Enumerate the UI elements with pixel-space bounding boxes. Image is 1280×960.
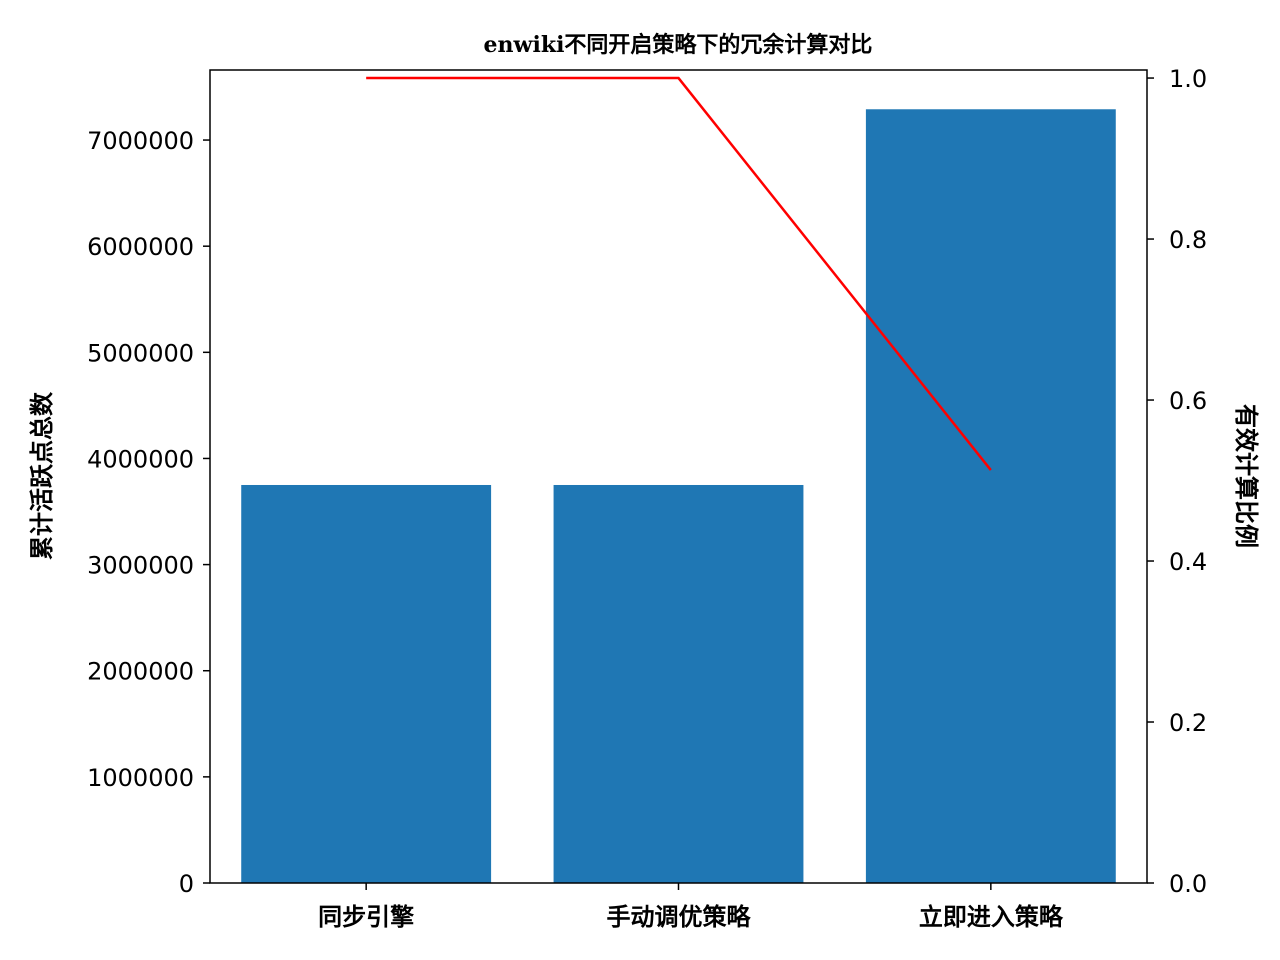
y-tick-label-left: 2000000: [87, 658, 194, 686]
bar-2: [553, 484, 804, 883]
x-tick-label: 同步引擎: [318, 902, 414, 931]
y-axis-label-right: 有效计算比例: [1232, 404, 1261, 548]
y-tick-label-left: 4000000: [87, 445, 194, 473]
y-tick-label-right: 0.6: [1169, 387, 1207, 415]
bar-1: [241, 484, 492, 883]
y-tick-label-left: 0: [179, 870, 194, 898]
y-tick-label-right: 1.0: [1169, 65, 1207, 93]
y-tick-label-right: 0.8: [1169, 226, 1207, 254]
x-tick-label: 立即进入策略: [919, 902, 1064, 931]
y-axis-label-left: 累计活跃点总数: [27, 391, 56, 560]
y-tick-label-left: 1000000: [87, 764, 194, 792]
bar-3: [865, 109, 1116, 883]
y-tick-label-left: 6000000: [87, 233, 194, 261]
y-tick-label-right: 0.0: [1169, 870, 1207, 898]
y-tick-label-right: 0.4: [1169, 548, 1207, 576]
y-tick-label-right: 0.2: [1169, 709, 1207, 737]
y-tick-label-left: 5000000: [87, 339, 194, 367]
ratio-line: [366, 76, 992, 471]
y-tick-label-left: 3000000: [87, 552, 194, 580]
chart-title: enwiki不同开启策略下的冗余计算对比: [484, 32, 873, 58]
y-tick-label-left: 7000000: [87, 127, 194, 155]
x-tick-label: 手动调优策略: [607, 902, 752, 931]
